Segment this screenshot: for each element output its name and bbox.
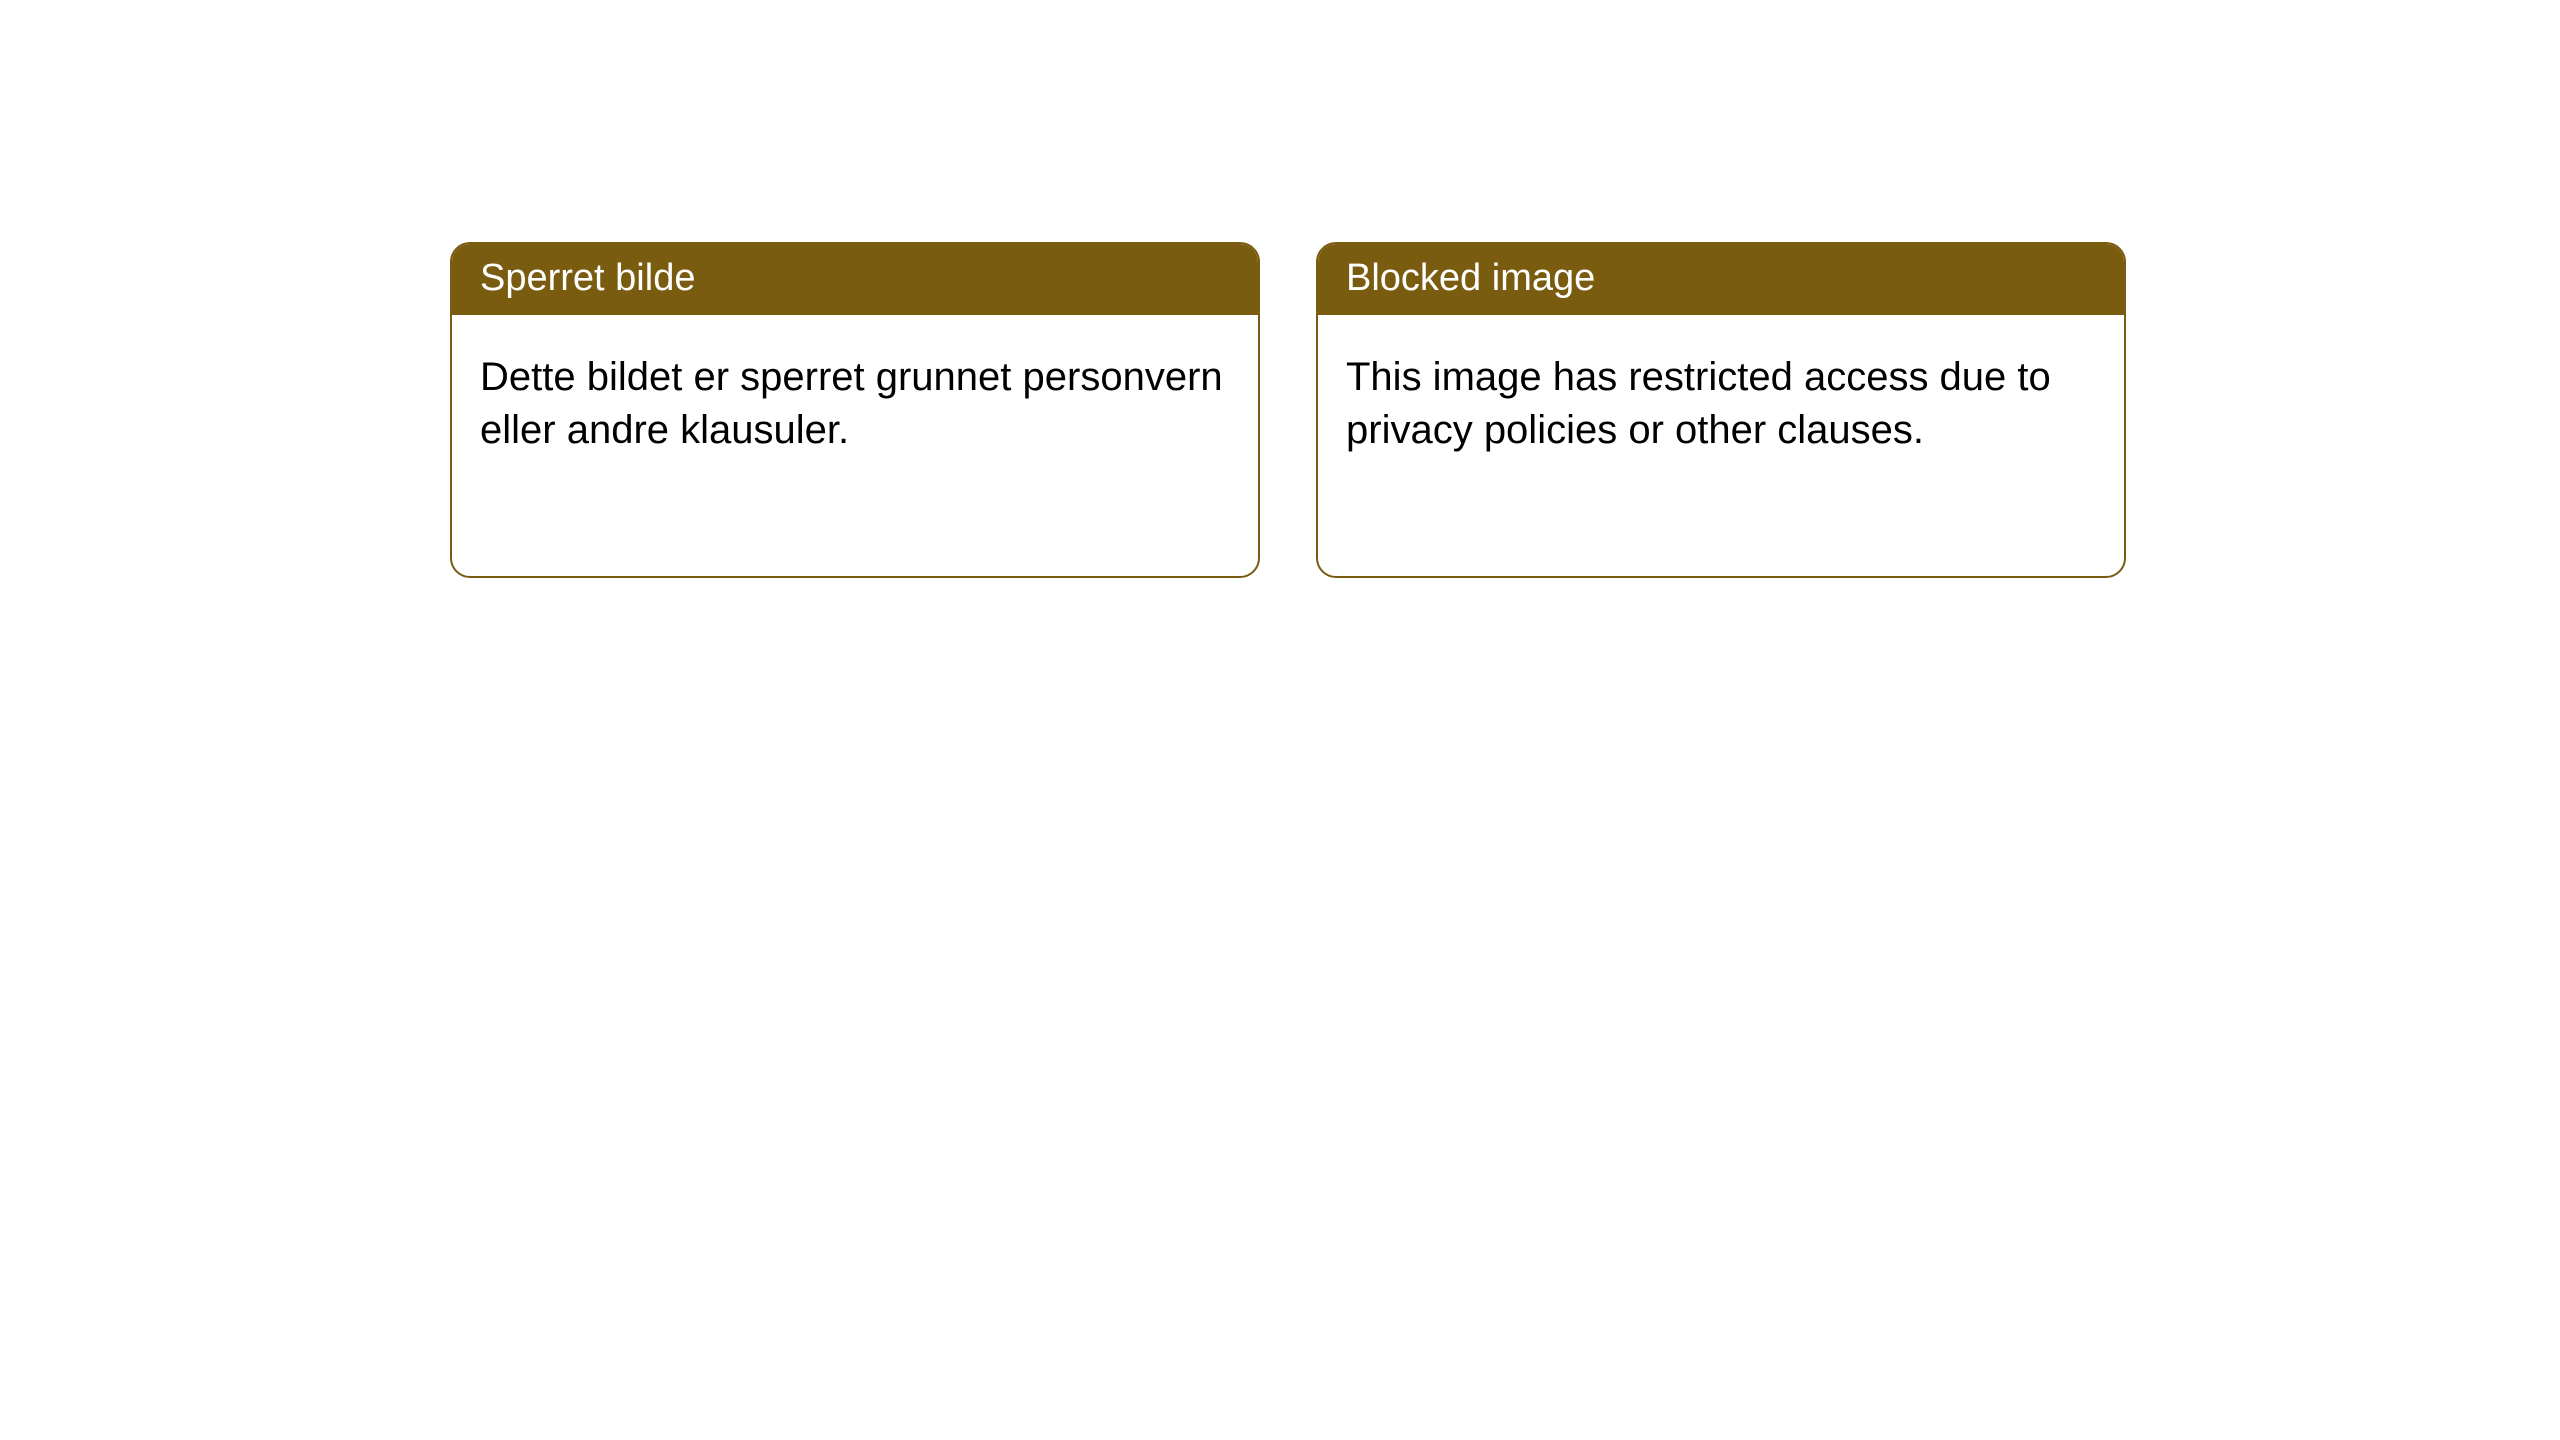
card-body-text: Dette bildet er sperret grunnet personve…	[480, 355, 1223, 452]
notice-container: Sperret bilde Dette bildet er sperret gr…	[0, 0, 2560, 578]
card-title: Sperret bilde	[480, 257, 695, 299]
card-body: This image has restricted access due to …	[1318, 315, 2124, 485]
card-header: Sperret bilde	[452, 244, 1258, 315]
notice-card-norwegian: Sperret bilde Dette bildet er sperret gr…	[450, 242, 1260, 578]
card-title: Blocked image	[1346, 257, 1595, 299]
card-header: Blocked image	[1318, 244, 2124, 315]
card-body: Dette bildet er sperret grunnet personve…	[452, 315, 1258, 485]
card-body-text: This image has restricted access due to …	[1346, 355, 2051, 452]
notice-card-english: Blocked image This image has restricted …	[1316, 242, 2126, 578]
